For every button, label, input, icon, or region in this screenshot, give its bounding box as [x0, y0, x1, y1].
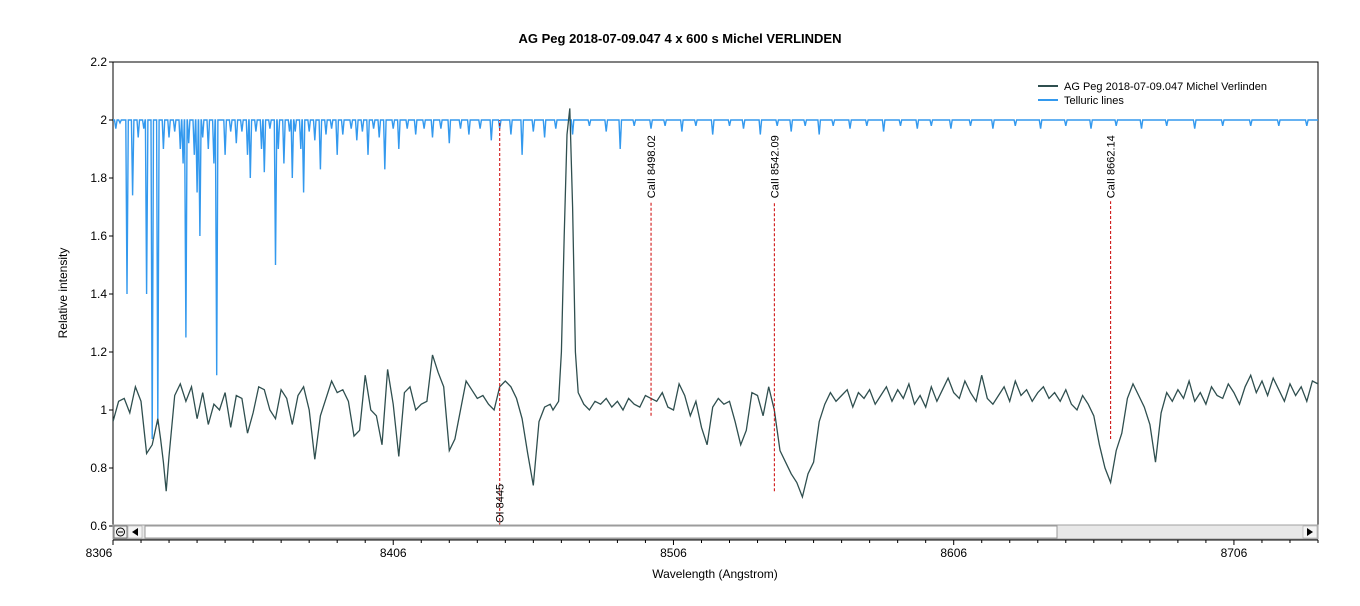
x-tick-label: 8406 [380, 546, 407, 560]
zoom-out-icon [116, 527, 125, 537]
annotation-group: OI 8445 CaII 8498.02 CaII 8542.09 CaII 8662… [495, 120, 1118, 526]
arrow-right-icon [1307, 528, 1313, 536]
arrow-left-icon [132, 528, 138, 536]
legend-label-telluric: Telluric lines [1064, 95, 1124, 107]
zoom-out-button[interactable] [113, 525, 128, 539]
x-axis: 8306 8406 8506 8606 8706 [86, 539, 1319, 560]
x-axis-label: Wavelength (Angstrom) [652, 567, 778, 581]
series-line-telluric [113, 119, 1318, 440]
scroll-right-button[interactable] [1302, 525, 1318, 539]
annotation-label: OI 8445 [495, 484, 507, 523]
annotation-label: CaII 8662.14 [1106, 135, 1118, 198]
scrollbar-thumb[interactable] [144, 525, 1058, 539]
x-tick-label: 8306 [86, 546, 113, 560]
chart-title: AG Peg 2018-07-09.047 4 x 600 s Michel V… [519, 31, 842, 46]
y-tick-label: 0.8 [90, 461, 107, 475]
series-line-spectrum [113, 108, 1318, 500]
y-axis: 0.6 0.8 1 1.2 1.4 1.6 1.8 2 2.2 [90, 55, 113, 533]
legend: AG Peg 2018-07-09.047 Michel Verlinden T… [1038, 81, 1267, 107]
x-tick-label: 8506 [660, 546, 687, 560]
y-tick-label: 1.6 [90, 229, 107, 243]
y-tick-label: 2 [100, 113, 107, 127]
plot-series-group [113, 108, 1318, 500]
x-tick-label: 8706 [1221, 546, 1248, 560]
annotation-label: CaII 8542.09 [769, 135, 781, 198]
scroll-left-button[interactable] [127, 525, 143, 539]
y-tick-label: 1.8 [90, 171, 107, 185]
y-tick-label: 1 [100, 403, 107, 417]
x-tick-label: 8606 [940, 546, 967, 560]
y-tick-label: 1.4 [90, 287, 107, 301]
horizontal-scrollbar[interactable] [112, 524, 1319, 540]
y-tick-label: 1.2 [90, 345, 107, 359]
legend-label-spectrum: AG Peg 2018-07-09.047 Michel Verlinden [1064, 81, 1267, 93]
annotation-label: CaII 8498.02 [646, 135, 658, 198]
y-tick-label: 2.2 [90, 55, 107, 69]
y-tick-label: 0.6 [90, 519, 107, 533]
y-axis-label: Relative intensity [56, 248, 70, 339]
